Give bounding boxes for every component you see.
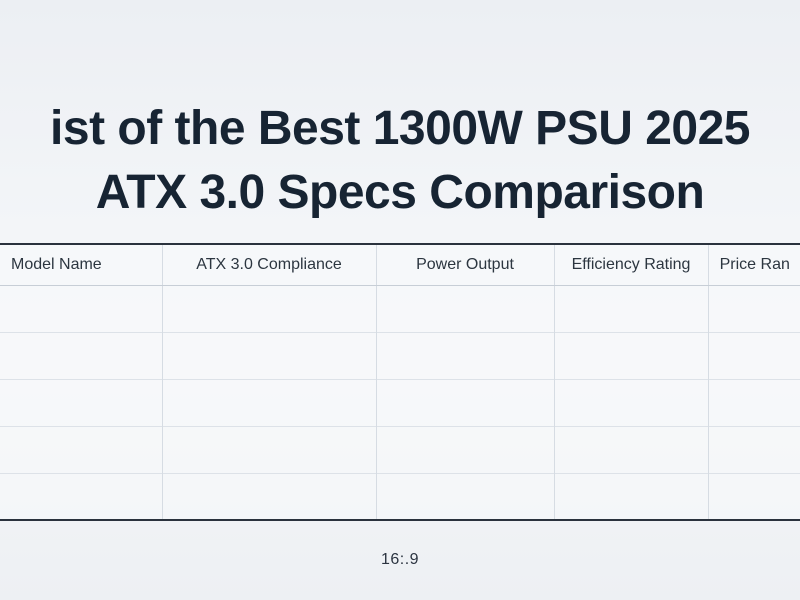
table-row <box>0 285 800 333</box>
table-row <box>0 332 800 380</box>
table-cell <box>375 426 554 474</box>
title-line-2: ATX 3.0 Specs Comparison <box>95 166 705 220</box>
table-cell <box>553 426 708 474</box>
column-header-efficiency-rating: Efficiency Rating <box>553 245 708 286</box>
table-cell <box>707 473 800 519</box>
table-cell <box>0 379 162 427</box>
table-cell <box>161 285 376 333</box>
table-cell <box>375 473 554 519</box>
table-cell <box>161 379 376 427</box>
table-cell <box>553 379 708 427</box>
aspect-ratio-label: 16:.9 <box>380 551 420 568</box>
table-cell <box>707 379 800 427</box>
table-cell <box>553 473 708 519</box>
table-header: Model Name ATX 3.0 Compliance Power Outp… <box>0 245 800 286</box>
title-line-1: ist of the Best 1300W PSU 2025 <box>50 102 750 156</box>
table-body <box>0 285 800 519</box>
table-cell <box>0 473 162 519</box>
table-cell <box>707 332 800 380</box>
table-cell <box>0 285 162 333</box>
table-cell <box>553 332 708 380</box>
table-cell <box>161 426 376 474</box>
comparison-table-container: Model Name ATX 3.0 Compliance Power Outp… <box>0 243 800 521</box>
table-cell <box>375 285 554 333</box>
table-cell <box>161 473 376 519</box>
page-title: ist of the Best 1300W PSU 2025 ATX 3.0 S… <box>0 99 800 223</box>
column-header-price-range: Price Ran <box>707 245 800 286</box>
table-cell <box>0 426 162 474</box>
column-header-atx-compliance: ATX 3.0 Compliance <box>161 245 376 286</box>
table-cell <box>375 332 554 380</box>
column-header-model-name: Model Name <box>0 245 162 286</box>
table-row <box>0 379 800 427</box>
table-row <box>0 473 800 519</box>
table-cell <box>375 379 554 427</box>
column-header-power-output: Power Output <box>375 245 554 286</box>
header-row: Model Name ATX 3.0 Compliance Power Outp… <box>0 245 800 286</box>
comparison-table: Model Name ATX 3.0 Compliance Power Outp… <box>0 245 800 519</box>
table-cell <box>161 332 376 380</box>
table-cell <box>707 285 800 333</box>
table-row <box>0 426 800 474</box>
table-cell <box>553 285 708 333</box>
table-cell <box>707 426 800 474</box>
table-cell <box>0 332 162 380</box>
